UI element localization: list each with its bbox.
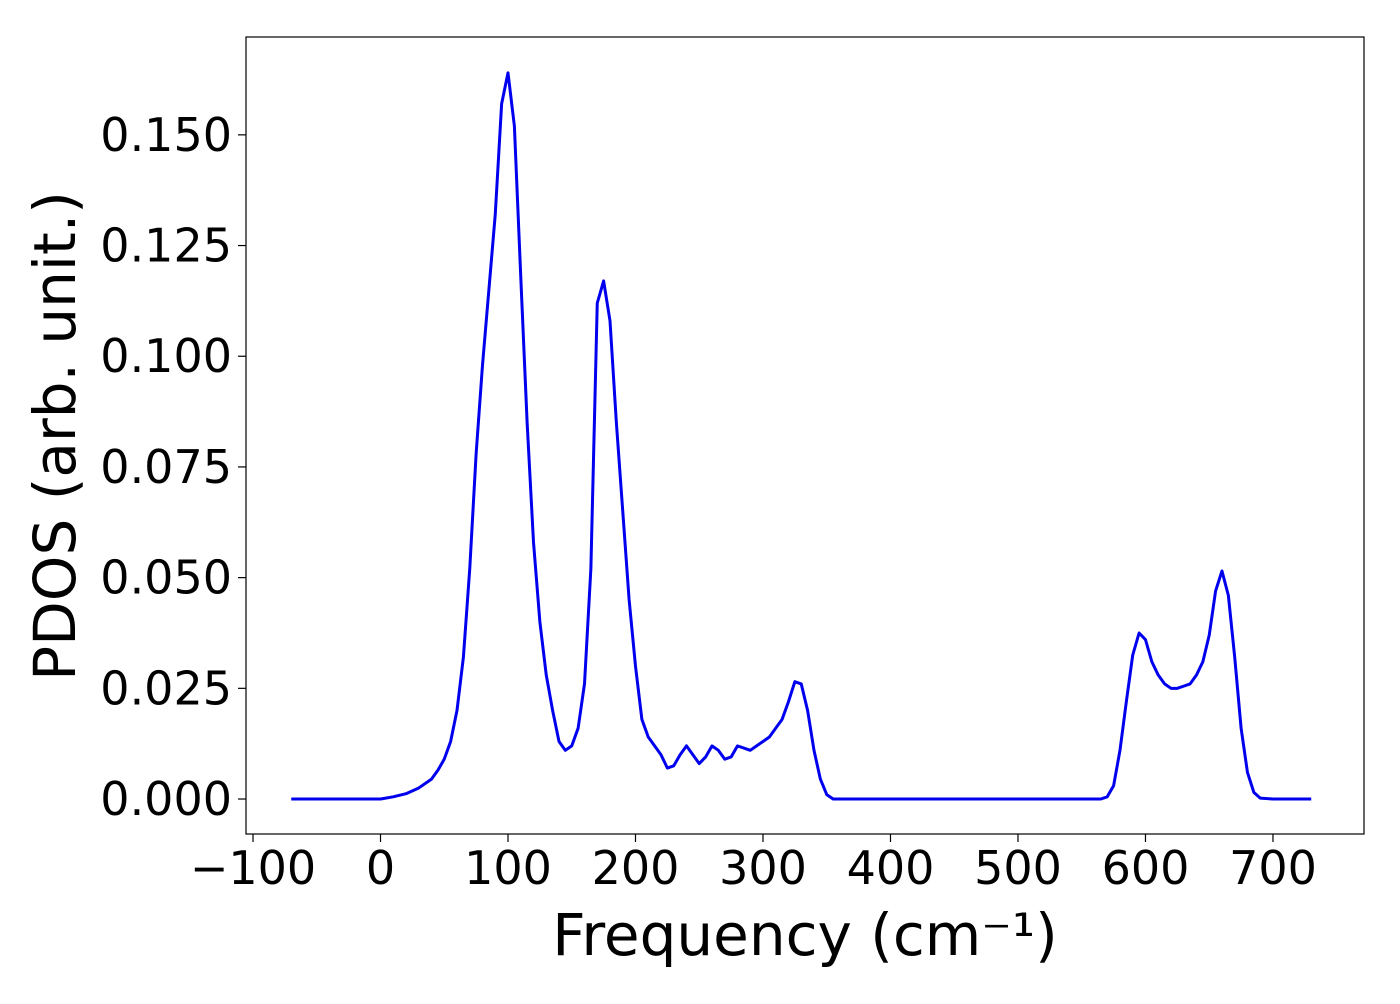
- y-tick-label: 0.025: [100, 661, 232, 715]
- x-tick-label: 500: [974, 841, 1062, 895]
- y-tick-label: 0.000: [100, 772, 232, 826]
- x-tick-label: 600: [1102, 841, 1190, 895]
- pdos-line: [291, 71, 1312, 801]
- y-tick-label: 0.075: [100, 440, 232, 494]
- y-tick-label: 0.150: [100, 108, 232, 162]
- x-axis-label: Frequency (cm⁻¹): [552, 901, 1058, 969]
- x-tick-label: 700: [1229, 841, 1317, 895]
- x-tick-label: 200: [592, 841, 680, 895]
- x-tick-label: 300: [719, 841, 807, 895]
- y-axis-label: PDOS (arb. unit.): [21, 191, 89, 681]
- x-tick-label: −100: [190, 841, 316, 895]
- x-tick-label: 0: [366, 841, 395, 895]
- y-tick-label: 0.125: [100, 219, 232, 273]
- x-tick-label: 100: [464, 841, 552, 895]
- x-tick-label: 400: [847, 841, 935, 895]
- plot-frame: [245, 36, 1365, 835]
- y-tick-label: 0.100: [100, 329, 232, 383]
- y-tick-label: 0.050: [100, 551, 232, 605]
